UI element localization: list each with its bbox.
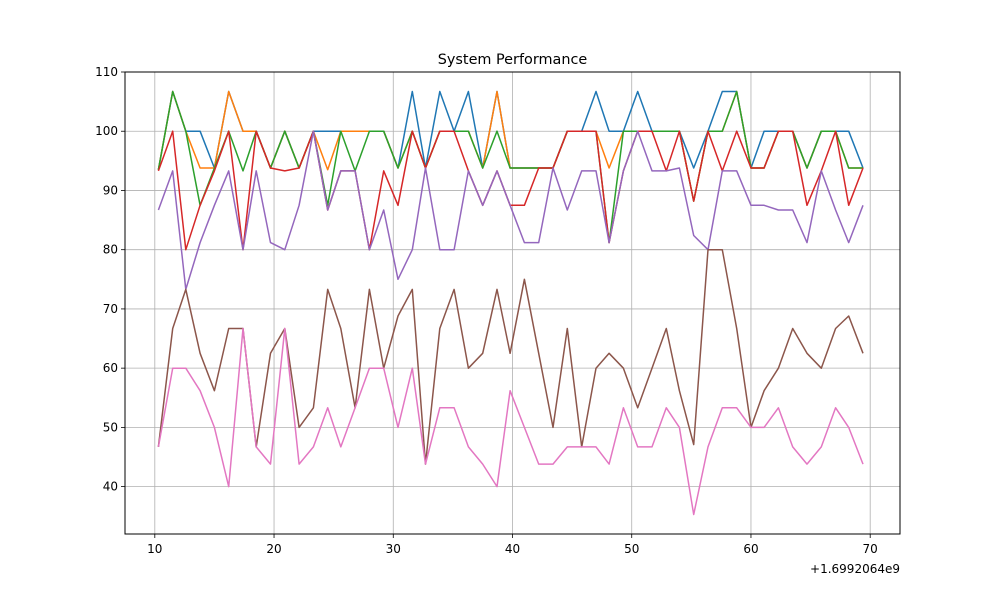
y-tick-label: 110 [95,65,118,79]
y-tick-label: 40 [103,480,118,494]
series-lines [157,90,864,516]
series-line-5 [157,130,864,291]
y-tick-label: 70 [103,302,118,316]
y-tick-label: 50 [103,420,118,434]
x-tick-label: 40 [505,542,520,556]
x-axis-offset-label: +1.6992064e9 [810,562,900,576]
x-tick-label: 10 [147,542,162,556]
x-tick-label: 30 [386,542,401,556]
x-tick-label: 50 [624,542,639,556]
y-tick-label: 100 [95,124,118,138]
x-tick-label: 60 [743,542,758,556]
y-axis: 40 50 60 70 80 90 100 110 [95,65,125,494]
y-tick-label: 90 [103,183,118,197]
series-line-3 [157,90,863,244]
y-tick-label: 80 [103,243,118,257]
series-line-6 [157,248,864,465]
chart-title: System Performance [438,52,588,68]
x-tick-label: 20 [266,542,281,556]
series-line-7 [157,327,864,516]
y-tick-label: 60 [103,361,118,375]
x-axis: 10 20 30 40 50 60 70 [147,534,878,556]
x-tick-label: 70 [863,542,878,556]
